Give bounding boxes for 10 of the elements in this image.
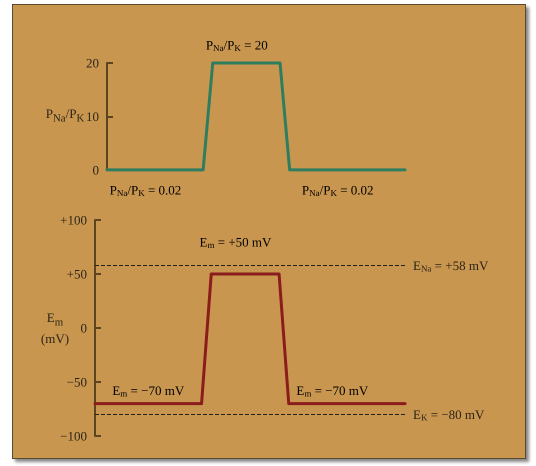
y-tick-label: 0 — [80, 320, 87, 336]
y-tick-label: +50 — [66, 266, 87, 282]
y-tick-label: 10 — [86, 109, 99, 124]
y-tick-label: 0 — [92, 162, 99, 178]
y-tick-label: 20 — [86, 56, 99, 70]
y-tick-label: −100 — [60, 428, 87, 444]
y-tick-label: +100 — [60, 212, 87, 228]
y-tick-label: −50 — [66, 374, 87, 390]
y-axis-title: P$_{Na}$/P$_{K}$ — [46, 106, 84, 127]
y-axis-title: E$_{m}$ (mV) — [40, 310, 70, 346]
